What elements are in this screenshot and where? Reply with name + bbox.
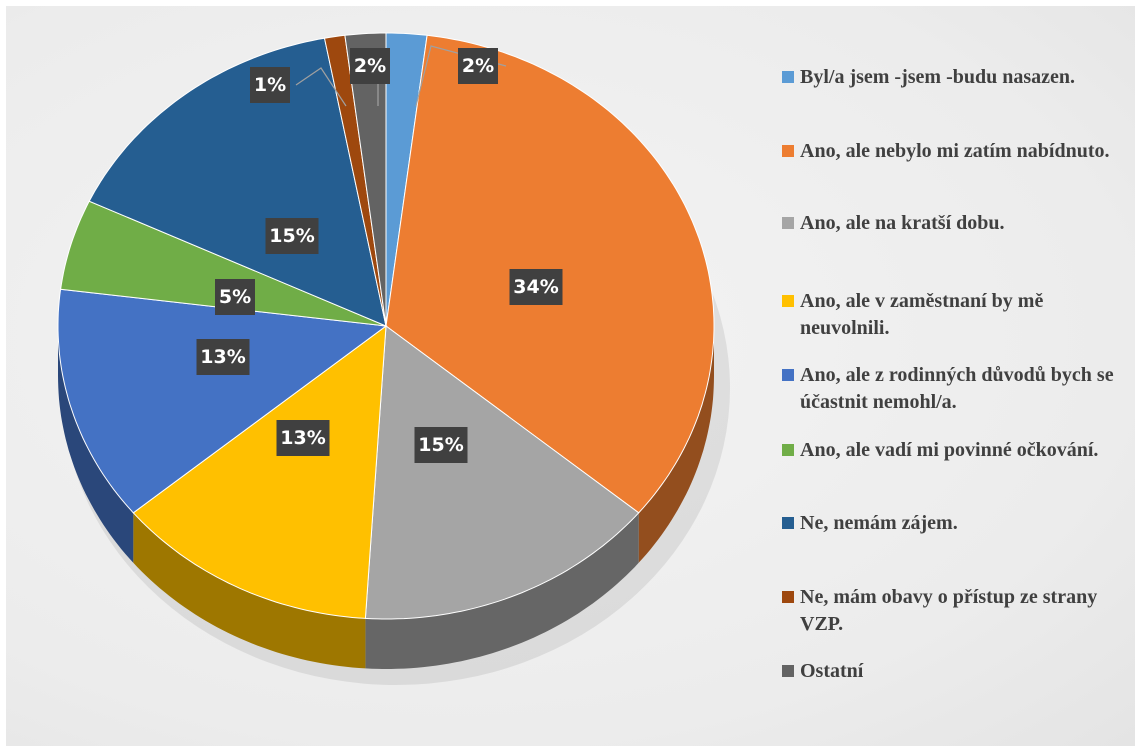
- legend-item: Ne, nemám zájem.: [782, 510, 1127, 537]
- leader-line: [295, 67, 347, 107]
- data-label: 13%: [280, 427, 325, 449]
- pie-slice-side: [58, 326, 134, 563]
- legend-swatch: [782, 145, 794, 157]
- data-label-box: [196, 339, 250, 375]
- legend-item: Ne, mám obavy o přístup ze strany VZP.: [782, 584, 1127, 638]
- legend-item: Ano, ale nebylo mi zatím nabídnuto.: [782, 138, 1127, 165]
- legend-swatch: [782, 369, 794, 381]
- pie-slice: [132, 324, 387, 619]
- legend-label: Ano, ale na kratší dobu.: [800, 212, 1005, 234]
- pie-slice: [88, 37, 387, 327]
- legend-label: Byl/a jsem -jsem -budu nasazen.: [800, 66, 1076, 88]
- pie-slice: [364, 325, 640, 620]
- data-label-box: [509, 269, 563, 305]
- legend-swatch: [782, 444, 794, 456]
- data-label-box: [250, 67, 290, 103]
- data-label: 2%: [462, 55, 494, 77]
- data-label-box: [350, 48, 390, 84]
- legend-item: Ostatní: [782, 658, 1127, 685]
- pie-slice-side: [638, 326, 714, 563]
- legend-item: Ano, ale vadí mi povinné očkování.: [782, 437, 1127, 464]
- legend-label: Ne, nemám zájem.: [800, 512, 958, 534]
- data-label: 34%: [513, 276, 558, 298]
- data-label-box: [414, 427, 468, 463]
- legend-swatch: [782, 217, 794, 229]
- pie-slice: [57, 288, 388, 514]
- data-label-box: [458, 48, 498, 84]
- legend-swatch: [782, 665, 794, 677]
- legend-label: Ano, ale v zaměstnaní by mě neuvolnili.: [800, 290, 1044, 339]
- data-label-box: [265, 218, 319, 254]
- data-label: 15%: [269, 225, 314, 247]
- legend-swatch: [782, 295, 794, 307]
- legend-item: Ano, ale v zaměstnaní by mě neuvolnili.: [782, 288, 1127, 342]
- data-label: 13%: [200, 346, 245, 368]
- legend-item: Ano, ale na kratší dobu.: [782, 210, 1127, 237]
- legend-label: Ano, ale z rodinných důvodů bych se účas…: [800, 364, 1114, 413]
- data-label-box: [276, 420, 330, 456]
- data-label: 5%: [219, 286, 251, 308]
- legend-item: Byl/a jsem -jsem -budu nasazen.: [782, 64, 1127, 91]
- legend-label: Ano, ale vadí mi povinné očkování.: [800, 439, 1099, 461]
- chart: 2% 34% 15% 13% 13% 5% 15% 1% 2%: [57, 32, 730, 685]
- legend-swatch: [782, 71, 794, 83]
- pie-slice-side: [133, 512, 366, 669]
- data-label: 1%: [254, 74, 286, 96]
- legend-swatch: [782, 591, 794, 603]
- legend-label: Ano, ale nebylo mi zatím nabídnuto.: [800, 140, 1110, 162]
- legend-item: Ano, ale z rodinných důvodů bych se účas…: [782, 362, 1127, 416]
- data-label: 2%: [354, 55, 386, 77]
- data-label-box: [215, 279, 255, 315]
- legend-label: Ne, mám obavy o přístup ze strany VZP.: [800, 586, 1098, 635]
- legend-swatch: [782, 517, 794, 529]
- pie-slice: [344, 32, 387, 327]
- legend-label: Ostatní: [800, 660, 864, 682]
- pie-slice-side: [365, 512, 639, 669]
- pie-slice: [60, 200, 387, 327]
- data-label: 15%: [418, 434, 463, 456]
- chart-area: 2% 34% 15% 13% 13% 5% 15% 1% 2% Byl/a jsem -jsem…: [6, 6, 1135, 746]
